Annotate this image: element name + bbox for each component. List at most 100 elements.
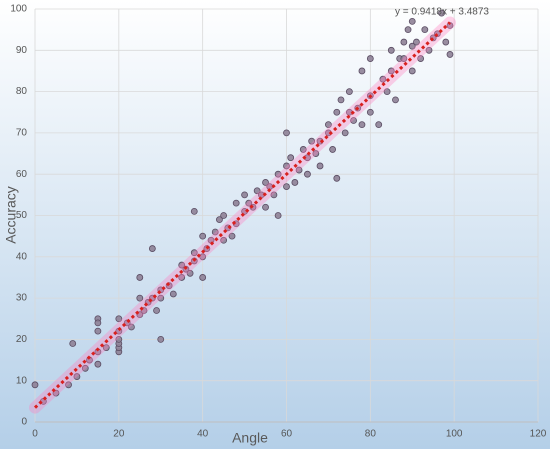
x-tick-label: 20 <box>113 429 125 440</box>
point <box>345 88 353 95</box>
x-tick-label: 80 <box>365 429 377 440</box>
point <box>262 179 269 186</box>
point <box>366 108 374 116</box>
point <box>94 360 102 368</box>
point <box>245 199 253 207</box>
point <box>199 274 207 281</box>
point <box>73 373 81 380</box>
point <box>153 307 160 314</box>
point <box>232 199 240 207</box>
point <box>446 22 454 29</box>
point <box>148 245 156 252</box>
point <box>358 67 366 75</box>
point <box>316 162 324 170</box>
x-tick-label: 0 <box>32 429 38 440</box>
point <box>241 191 248 199</box>
y-axis-title: Accuracy <box>3 186 19 244</box>
point <box>199 232 207 240</box>
point <box>69 340 77 347</box>
point <box>379 75 387 83</box>
point <box>438 9 445 17</box>
x-axis-title: Angle <box>232 430 268 446</box>
x-tick-label: 60 <box>281 429 293 440</box>
x-tick-label: 40 <box>197 429 209 440</box>
y-tick-label: 30 <box>16 293 28 304</box>
point <box>190 207 198 215</box>
point <box>81 364 89 372</box>
trendline-equation: y = 0.9418x + 3.4873 <box>395 7 489 18</box>
point <box>291 179 299 186</box>
point <box>262 203 269 211</box>
point <box>190 249 198 257</box>
point <box>169 290 177 298</box>
point <box>52 389 60 397</box>
point <box>253 187 261 195</box>
point <box>337 96 345 104</box>
y-tick-label: 0 <box>21 417 27 428</box>
point <box>446 51 454 58</box>
point <box>417 55 425 62</box>
point <box>375 121 383 129</box>
y-tick-label: 80 <box>16 86 28 97</box>
x-tick-label: 120 <box>530 429 547 440</box>
trendline <box>33 21 451 409</box>
point <box>115 335 123 343</box>
point <box>102 344 110 352</box>
point <box>228 232 236 240</box>
point <box>387 46 395 54</box>
point <box>404 26 412 34</box>
point <box>136 294 144 302</box>
point <box>442 38 450 46</box>
point <box>274 212 282 219</box>
point <box>94 319 102 327</box>
point <box>425 46 433 54</box>
y-tick-label: 70 <box>16 128 28 139</box>
point <box>312 150 320 157</box>
point <box>283 162 290 170</box>
point <box>274 170 282 178</box>
y-tick-label: 100 <box>10 4 27 15</box>
point <box>115 315 123 323</box>
point <box>178 261 186 269</box>
y-tick-label: 10 <box>16 375 28 386</box>
point <box>157 294 165 302</box>
y-tick-label: 40 <box>16 251 28 262</box>
point <box>421 26 429 34</box>
y-tick-label: 50 <box>16 210 28 221</box>
point <box>333 108 341 116</box>
point <box>304 170 311 178</box>
point <box>400 38 408 46</box>
point <box>333 174 341 182</box>
point <box>128 323 135 331</box>
point <box>408 17 416 25</box>
point <box>270 191 278 199</box>
y-tick-label: 20 <box>16 334 28 345</box>
point <box>329 146 337 153</box>
y-tick-label: 60 <box>16 169 28 180</box>
point <box>211 228 219 236</box>
point <box>287 154 295 162</box>
point <box>366 55 374 62</box>
point <box>295 166 303 174</box>
point <box>308 137 316 145</box>
point <box>178 274 186 281</box>
point <box>350 117 357 124</box>
point <box>383 88 391 95</box>
point <box>216 216 223 224</box>
point <box>408 67 416 75</box>
point <box>392 96 399 104</box>
point <box>283 129 290 137</box>
point <box>358 121 366 129</box>
point <box>341 129 349 137</box>
point <box>283 183 290 190</box>
point <box>413 38 420 46</box>
point <box>157 335 165 343</box>
point <box>31 381 39 389</box>
point <box>65 381 72 389</box>
point <box>136 274 144 281</box>
point <box>186 269 194 277</box>
point <box>387 67 395 75</box>
point <box>220 236 228 244</box>
point <box>220 212 228 219</box>
